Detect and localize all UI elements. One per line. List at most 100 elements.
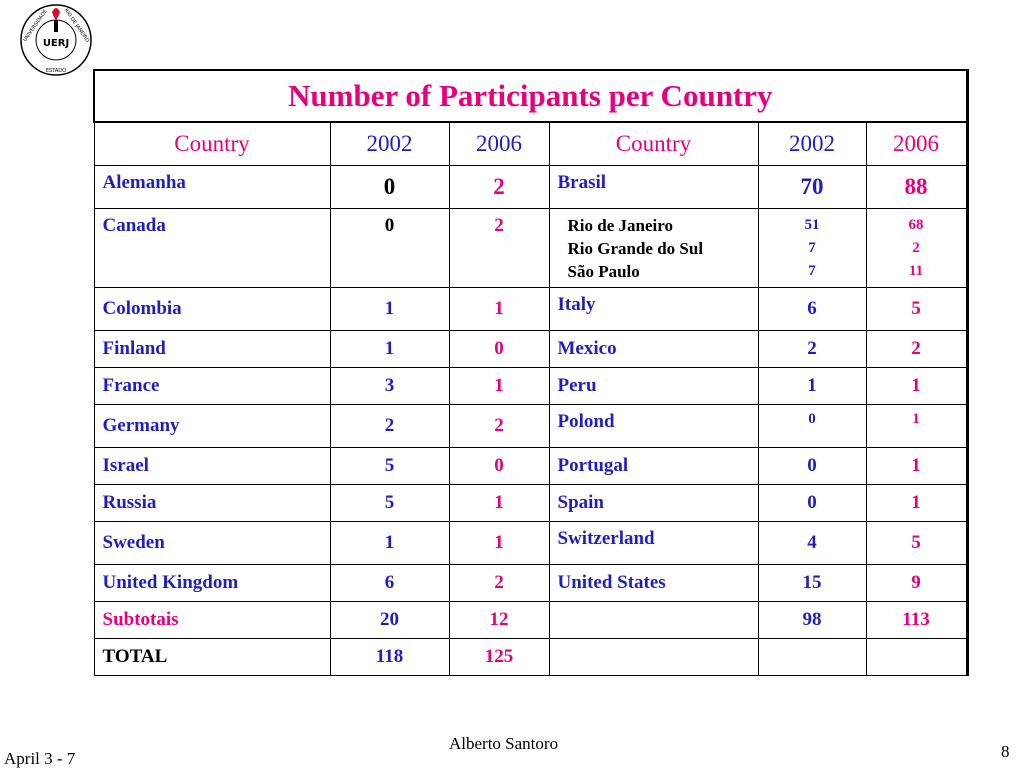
state-values-2002: 51 7 7 xyxy=(757,208,867,288)
col-header: 2006 xyxy=(448,121,550,166)
torch-flame-icon xyxy=(52,8,60,20)
brazil-states-cell: Rio de Janeiro Rio Grande do Sul São Pau… xyxy=(548,208,759,288)
footer-page-number: 8 xyxy=(1001,742,1010,761)
country-cell: Polond xyxy=(548,404,759,448)
value-2002: 4 xyxy=(757,521,867,565)
state-name: Rio Grande do Sul xyxy=(567,238,704,258)
country-cell: Israel xyxy=(93,447,331,485)
value-2006: 1 xyxy=(448,521,550,565)
table-row: Finland 1 0 Mexico 2 2 xyxy=(93,330,969,368)
state-name: Rio de Janeiro xyxy=(567,215,673,235)
state-name: São Paulo xyxy=(567,261,640,281)
value-2002: 2 xyxy=(329,404,450,448)
value-2002: 1 xyxy=(329,330,450,368)
col-header: Country xyxy=(93,121,331,166)
value-2002: 15 xyxy=(757,564,867,602)
value-2002: 5 xyxy=(329,484,450,522)
value-2006: 5 xyxy=(865,287,969,331)
table-row: United Kingdom 6 2 United States 15 9 xyxy=(93,564,969,602)
value-2006: 68 xyxy=(908,216,924,233)
table-row: France 3 1 Peru 1 1 xyxy=(93,367,969,405)
value-2006: 2 xyxy=(865,330,969,368)
country-cell: Spain xyxy=(548,484,759,522)
country-cell: Canada xyxy=(93,208,331,288)
country-cell: Brasil xyxy=(548,165,759,209)
total-label: TOTAL xyxy=(93,638,331,676)
value-2006: 1 xyxy=(865,404,969,448)
country-cell: Portugal xyxy=(548,447,759,485)
table-row: Colombia 1 1 Italy 6 5 xyxy=(93,287,969,331)
country-cell: Peru xyxy=(548,367,759,405)
value-2002: 0 xyxy=(329,165,450,209)
value-2002: 51 xyxy=(804,216,820,233)
value-2002: 1 xyxy=(329,287,450,331)
country-cell: Russia xyxy=(93,484,331,522)
col-header: 2002 xyxy=(329,121,450,166)
value-2002: 1 xyxy=(757,367,867,405)
value-2006: 11 xyxy=(908,262,924,279)
value-2002: 70 xyxy=(757,165,867,209)
table-row: Sweden 1 1 Switzerland 4 5 xyxy=(93,521,969,565)
footer-author: Alberto Santoro xyxy=(449,734,559,753)
value-2002: 0 xyxy=(757,484,867,522)
value-2002: 7 xyxy=(808,239,816,256)
value-2002: 2 xyxy=(757,330,867,368)
value-2002: 0 xyxy=(329,208,450,288)
value-2006: 88 xyxy=(865,165,969,209)
value-2006: 5 xyxy=(865,521,969,565)
country-cell: Switzerland xyxy=(548,521,759,565)
value-2006: 9 xyxy=(865,564,969,602)
subtotal-row: Subtotais 20 12 98 113 xyxy=(93,601,969,639)
country-cell: Italy xyxy=(548,287,759,331)
state-values-2006: 68 2 11 xyxy=(865,208,969,288)
value-2006: 1 xyxy=(448,367,550,405)
table-row: Alemanha 0 2 Brasil 70 88 xyxy=(93,165,969,209)
value-2006: 2 xyxy=(448,208,550,288)
value-2006: 0 xyxy=(448,447,550,485)
empty-cell xyxy=(757,638,867,676)
country-cell: Germany xyxy=(93,404,331,448)
participants-table: Number of Participants per Country Count… xyxy=(92,69,969,676)
table-title: Number of Participants per Country xyxy=(92,69,969,123)
value-2002: 3 xyxy=(329,367,450,405)
value-2002: 5 xyxy=(329,447,450,485)
value-2006: 125 xyxy=(448,638,550,676)
svg-text:ESTADO: ESTADO xyxy=(46,68,66,74)
country-cell: United States xyxy=(548,564,759,602)
country-cell: Alemanha xyxy=(93,165,331,209)
country-cell: France xyxy=(93,367,331,405)
value-2002: 98 xyxy=(757,601,867,639)
table-row: Russia 5 1 Spain 0 1 xyxy=(93,484,969,522)
empty-cell xyxy=(548,638,759,676)
country-cell: Mexico xyxy=(548,330,759,368)
value-2006: 0 xyxy=(448,330,550,368)
value-2002: 1 xyxy=(329,521,450,565)
value-2006: 2 xyxy=(448,165,550,209)
value-2006: 12 xyxy=(448,601,550,639)
col-header: 2006 xyxy=(865,121,969,166)
logo-text: UERJ xyxy=(43,38,69,49)
col-header: Country xyxy=(548,121,759,166)
subtotal-label: Subtotais xyxy=(93,601,331,639)
value-2002: 6 xyxy=(757,287,867,331)
uerj-logo: UERJ UNIVERSIDADE ESTADO RIO DE JANEIRO xyxy=(20,4,92,76)
value-2006: 1 xyxy=(865,447,969,485)
table-row: Israel 5 0 Portugal 0 1 xyxy=(93,447,969,485)
value-2006: 1 xyxy=(865,367,969,405)
col-header: 2002 xyxy=(757,121,867,166)
value-2002: 7 xyxy=(808,262,816,279)
value-2006: 1 xyxy=(865,484,969,522)
table-row: Canada 0 2 Rio de Janeiro Rio Grande do … xyxy=(93,208,969,288)
value-2006: 1 xyxy=(448,484,550,522)
country-cell: Colombia xyxy=(93,287,331,331)
value-2002: 20 xyxy=(329,601,450,639)
value-2002: 6 xyxy=(329,564,450,602)
value-2006: 113 xyxy=(865,601,969,639)
value-2006: 2 xyxy=(912,239,920,256)
footer-date: April 3 - 7 xyxy=(4,749,76,768)
value-2006: 2 xyxy=(448,404,550,448)
empty-cell xyxy=(548,601,759,639)
value-2002: 0 xyxy=(757,447,867,485)
total-row: TOTAL 118 125 xyxy=(93,638,969,676)
value-2002: 0 xyxy=(757,404,867,448)
